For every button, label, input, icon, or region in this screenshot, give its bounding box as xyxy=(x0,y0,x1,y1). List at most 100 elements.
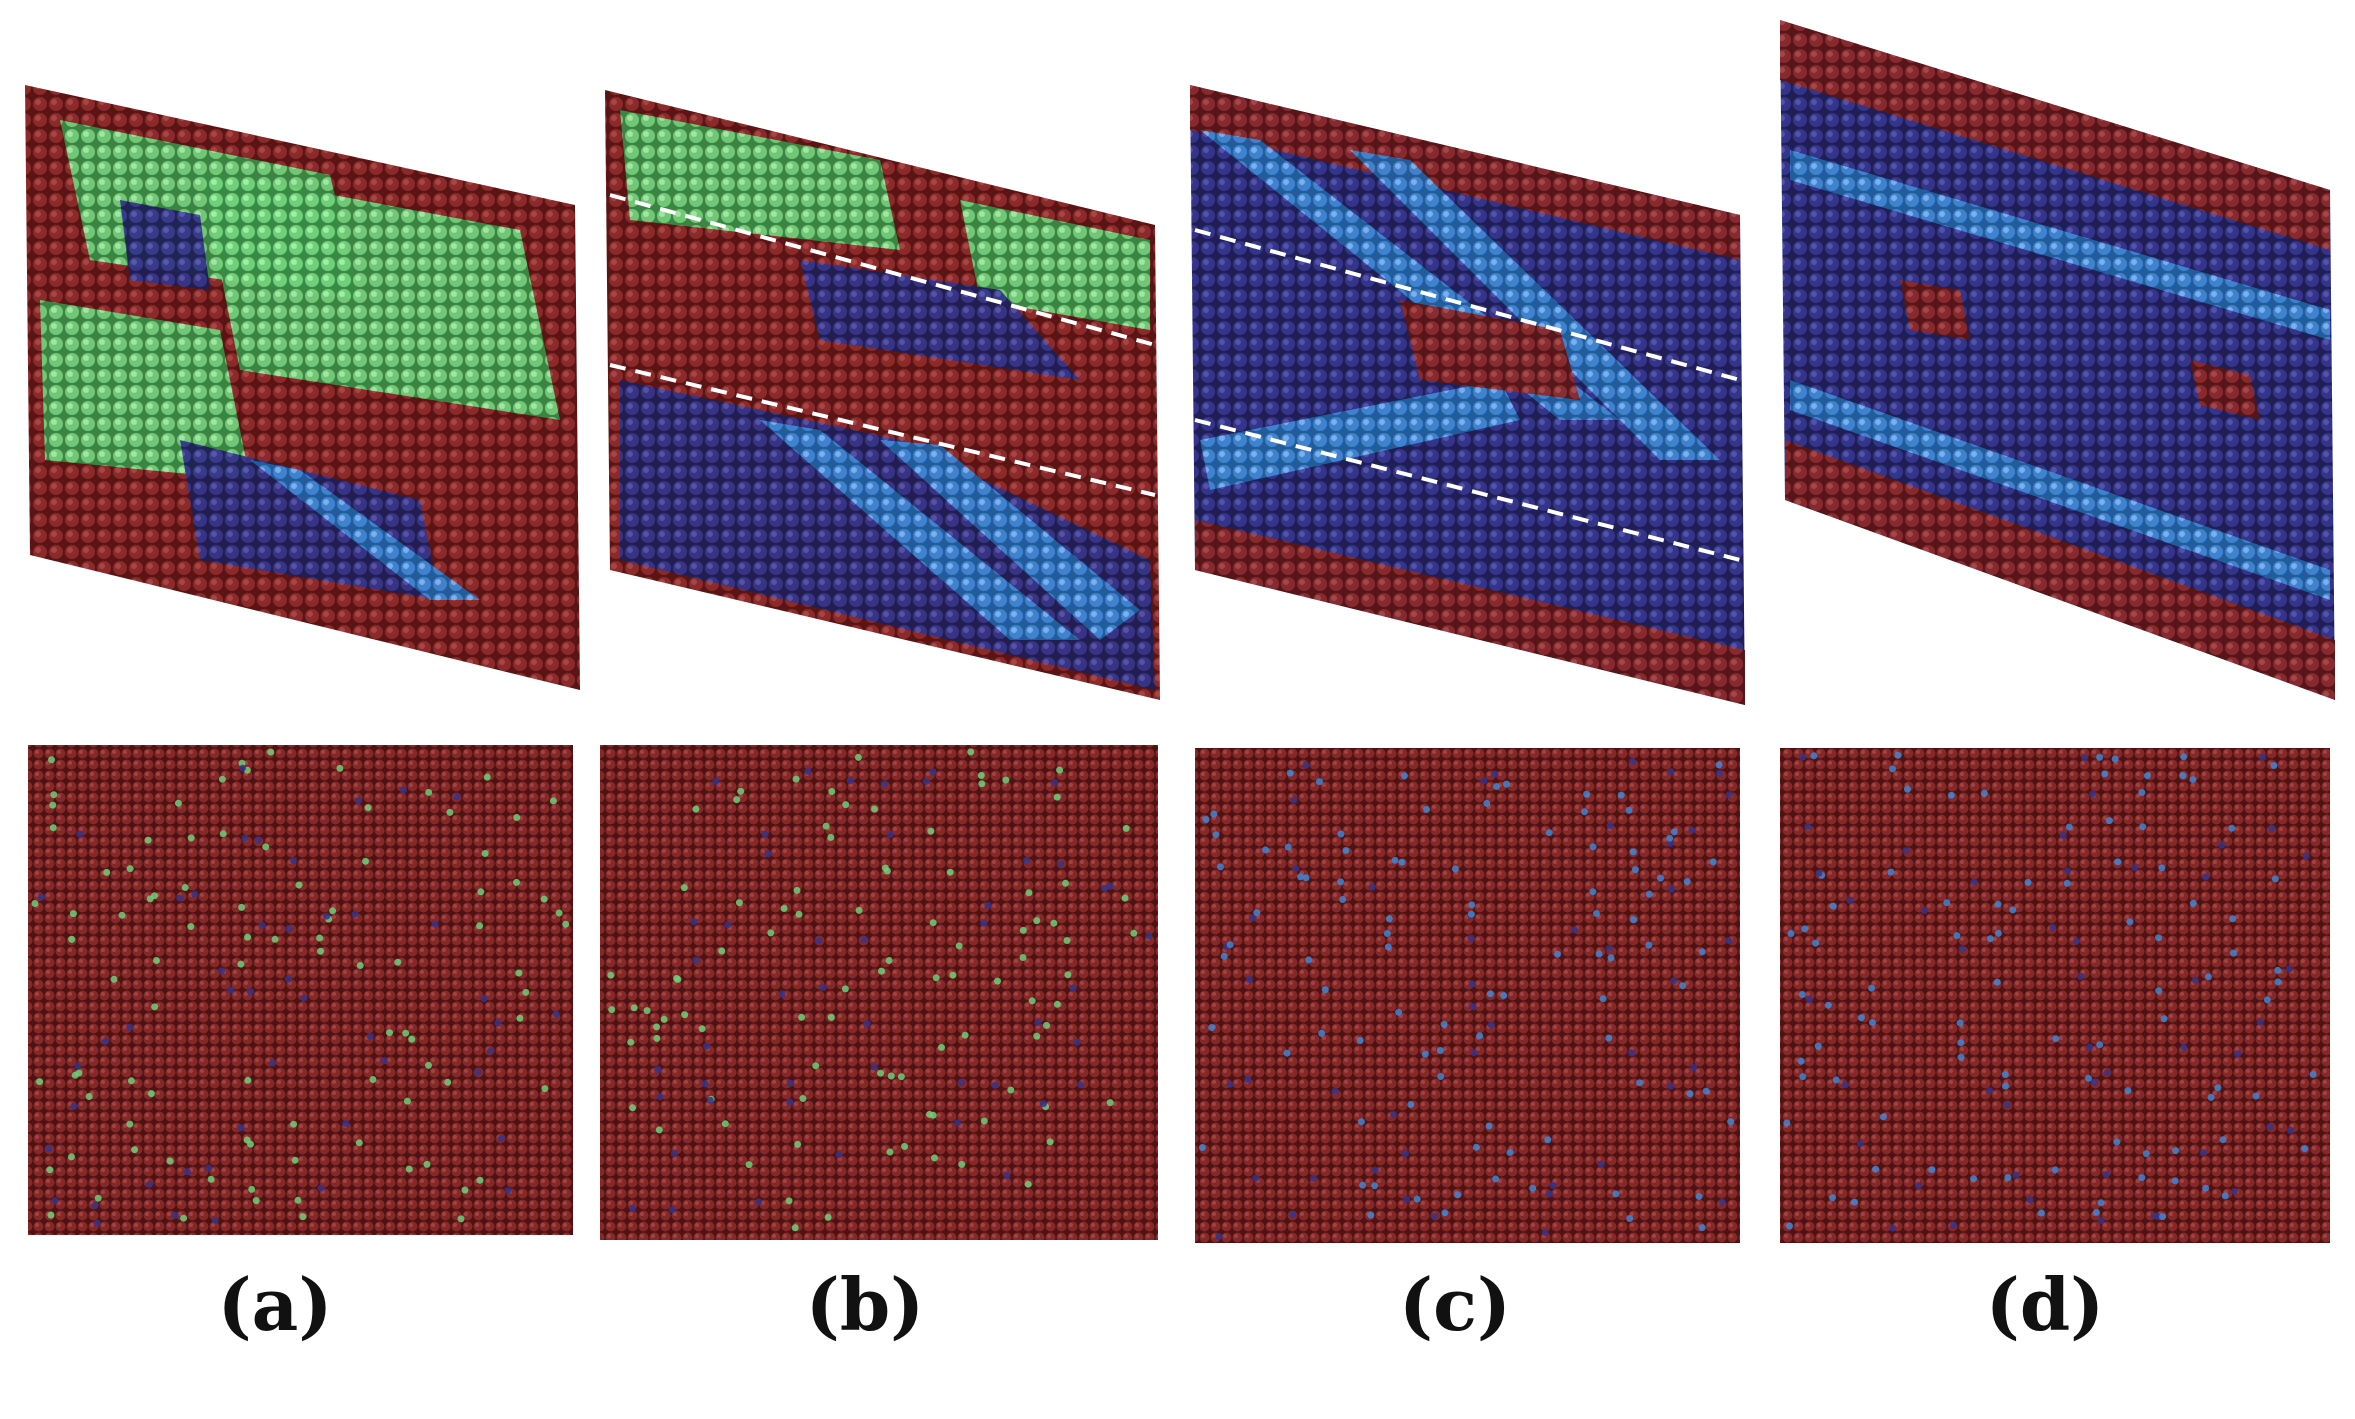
atom-dot xyxy=(1467,934,1475,942)
atom-dot xyxy=(1666,834,1674,842)
atom-dot xyxy=(2180,753,2188,761)
atom-dot xyxy=(1337,878,1344,886)
atom-dot xyxy=(1403,1195,1411,1203)
atom-dot xyxy=(1592,910,1600,917)
phase-patch xyxy=(1200,380,1520,490)
atom-dot xyxy=(394,958,402,966)
atom-dot xyxy=(513,814,521,821)
atom-dot xyxy=(74,1062,82,1070)
atom-dot xyxy=(549,797,557,805)
atom-dot xyxy=(799,1095,807,1102)
atom-dot xyxy=(1636,1079,1644,1087)
atom-dot xyxy=(2155,987,2163,995)
atom-dot xyxy=(2179,772,2187,780)
atom-dot xyxy=(2138,1174,2146,1182)
atom-dot xyxy=(1857,1014,1865,1022)
atom-dot xyxy=(977,772,985,779)
atom-dot xyxy=(174,799,182,807)
atom-dot xyxy=(733,796,741,804)
atom-dot xyxy=(2072,937,2080,945)
atom-dot xyxy=(187,834,195,842)
atom-dot xyxy=(1302,874,1310,882)
atom-dot xyxy=(1612,1190,1620,1198)
atom-dot xyxy=(955,942,963,950)
atom-dot xyxy=(237,1124,245,1132)
atom-dot xyxy=(1245,976,1253,983)
atom-dot xyxy=(423,1160,431,1168)
atom-dot xyxy=(1476,1032,1484,1040)
atom-dot xyxy=(1486,990,1494,998)
atom-dot xyxy=(1226,1080,1234,1088)
atom-dot xyxy=(607,971,615,979)
atom-dot xyxy=(480,995,488,1003)
atom-dot xyxy=(1970,1175,1978,1183)
atom-dot xyxy=(1226,941,1234,949)
atom-dot xyxy=(1625,806,1633,814)
atom-dot xyxy=(1391,856,1399,864)
atom-dot xyxy=(946,868,954,876)
atom-dot xyxy=(1956,1019,1964,1027)
atom-dot xyxy=(978,780,986,788)
atom-dot xyxy=(1451,865,1459,873)
atom-dot xyxy=(355,1139,363,1147)
atom-dot xyxy=(1262,846,1269,854)
atom-dot xyxy=(1398,858,1406,866)
atom-dot xyxy=(2302,852,2310,860)
dashed-guide-line xyxy=(609,363,1156,497)
atom-dot xyxy=(1283,1049,1291,1057)
atom-dot xyxy=(1046,1138,1054,1146)
atom-dot xyxy=(1356,1037,1364,1044)
atom-dot xyxy=(1023,857,1031,864)
atom-dot xyxy=(425,788,433,796)
atom-dot xyxy=(180,1214,188,1222)
slab-bottom-base-d xyxy=(1780,748,2330,1243)
atom-dot xyxy=(778,990,786,998)
atom-dot xyxy=(1957,1039,1965,1047)
atom-dot xyxy=(877,1069,884,1077)
atom-dot xyxy=(1430,1212,1438,1220)
atom-dot xyxy=(1605,944,1613,952)
atom-dot xyxy=(1033,1032,1041,1040)
atom-dot xyxy=(218,775,226,783)
atom-dot xyxy=(1500,992,1508,999)
atom-dot xyxy=(2009,906,2017,914)
atom-dot xyxy=(1007,1086,1015,1094)
atom-dot xyxy=(1064,971,1072,979)
atom-dot xyxy=(300,994,308,1002)
atom-dot xyxy=(1629,848,1637,856)
atom-dot xyxy=(643,1007,651,1015)
atom-dot xyxy=(131,1146,138,1154)
atom-dot xyxy=(1253,909,1261,917)
atom-dot xyxy=(870,1063,878,1071)
atom-dot xyxy=(1384,943,1392,951)
atom-dot xyxy=(317,1184,325,1192)
atom-dot xyxy=(1019,954,1027,961)
atom-dot xyxy=(1549,1182,1557,1189)
atom-dot xyxy=(1244,1075,1252,1083)
atom-dot xyxy=(1503,780,1510,788)
atom-dot xyxy=(1645,890,1653,898)
atom-dot xyxy=(1252,1174,1260,1182)
atom-dot xyxy=(474,1068,482,1076)
atom-dot xyxy=(238,759,246,767)
atom-dot xyxy=(1383,930,1391,937)
atom-dot xyxy=(1121,894,1129,902)
atom-dot xyxy=(1928,1166,1936,1174)
atom-dot xyxy=(541,1085,549,1093)
atom-dot xyxy=(878,967,885,975)
atom-dot xyxy=(85,1093,93,1100)
atom-dot xyxy=(2160,1015,2168,1023)
atom-dot xyxy=(794,1140,802,1148)
slab-bottom-d xyxy=(1780,748,2330,1243)
atom-dot xyxy=(2171,1177,2179,1185)
atom-dot xyxy=(366,1032,374,1040)
atom-dot xyxy=(1202,816,1210,823)
atom-dot xyxy=(1915,1182,1922,1190)
dashed-guide-line xyxy=(609,193,1156,347)
atom-dot xyxy=(457,1215,465,1223)
atom-dot xyxy=(2151,1212,2159,1220)
atom-dot xyxy=(247,988,254,996)
atom-dot xyxy=(1841,1081,1849,1089)
atom-dot xyxy=(1545,829,1553,837)
atom-dot xyxy=(1805,996,1813,1003)
